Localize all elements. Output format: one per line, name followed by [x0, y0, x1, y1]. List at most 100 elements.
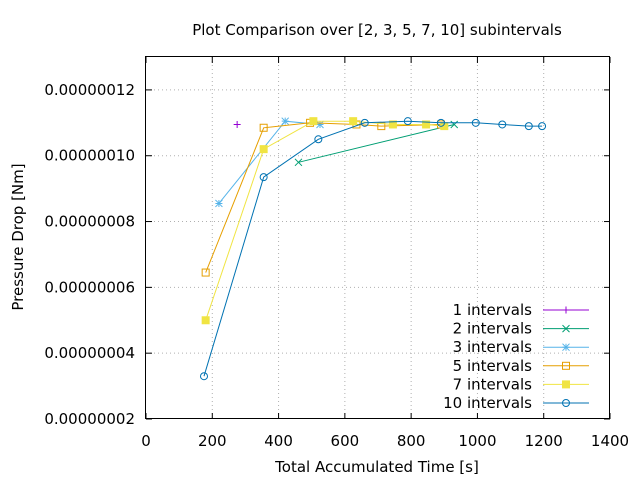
- legend-marker: [562, 324, 570, 333]
- data-point: [314, 135, 323, 144]
- marker-shape: [388, 120, 397, 129]
- y-tick-label: 0.00000010: [44, 147, 135, 165]
- data-point: [200, 372, 208, 381]
- x-tick-label: 400: [264, 432, 293, 450]
- data-point: [233, 120, 241, 128]
- series-line: [205, 120, 445, 321]
- marker-stroke: [562, 343, 570, 352]
- marker-shape: [200, 372, 208, 381]
- marker-stroke: [562, 324, 570, 333]
- marker-shape: [422, 120, 431, 129]
- x-tick-label: 1400: [591, 432, 629, 450]
- marker-shape: [259, 173, 268, 182]
- marker-stroke: [562, 306, 570, 314]
- data-point: [259, 173, 268, 182]
- series-3-intervals: [215, 117, 324, 208]
- data-point: [309, 117, 318, 126]
- y-tick-label: 0.00000002: [44, 410, 135, 428]
- series-1-intervals: [233, 120, 241, 128]
- marker-shape: [538, 122, 547, 131]
- y-tick-label: 0.00000006: [44, 278, 135, 296]
- data-point: [388, 120, 397, 129]
- y-axis-label: Pressure Drop [Nm]: [9, 163, 27, 310]
- marker-shape: [562, 399, 570, 407]
- data-point: [201, 316, 210, 325]
- marker-shape: [471, 118, 480, 127]
- chart-title: Plot Comparison over [2, 3, 5, 7, 10] su…: [192, 21, 562, 39]
- x-tick-label: 0: [141, 432, 151, 450]
- legend-label: 1 intervals: [453, 301, 532, 319]
- marker-shape: [201, 316, 210, 325]
- legend-entry: 5 intervals: [453, 357, 589, 375]
- marker-shape: [201, 268, 210, 277]
- data-point: [349, 117, 358, 126]
- y-tick-label: 0.00000004: [44, 344, 135, 362]
- data-point: [316, 120, 324, 129]
- legend-entry: 10 intervals: [443, 394, 589, 412]
- x-tick-label: 200: [198, 432, 227, 450]
- data-point: [524, 122, 533, 131]
- marker-shape: [524, 122, 533, 131]
- data-point: [450, 120, 459, 129]
- data-point: [422, 120, 431, 129]
- legend-label: 5 intervals: [453, 357, 532, 375]
- data-point: [259, 123, 268, 132]
- plot-frame: [145, 56, 610, 419]
- x-tick-label: 1200: [525, 432, 563, 450]
- series-2-intervals: [294, 120, 459, 167]
- series-line: [298, 124, 455, 163]
- marker-stroke: [316, 120, 324, 129]
- marker-stroke: [294, 158, 303, 167]
- marker-shape: [562, 361, 570, 370]
- legend-entry: 3 intervals: [453, 338, 589, 356]
- marker-shape: [349, 117, 358, 126]
- data-point: [498, 120, 507, 129]
- axis-ticks: 0 200 400 600 800 1000 1200 1400 0.00000002 0.000…: [44, 57, 629, 450]
- legend-marker: [562, 399, 570, 407]
- legend-marker: [562, 306, 570, 314]
- legend-entry: 1 intervals: [453, 301, 589, 319]
- marker-shape: [309, 117, 318, 126]
- data-point: [471, 118, 480, 127]
- marker-stroke: [233, 120, 241, 128]
- grid: [146, 57, 610, 419]
- data-point: [281, 117, 290, 126]
- legend-label: 7 intervals: [453, 375, 532, 393]
- marker-shape: [360, 118, 369, 127]
- marker-shape: [259, 145, 268, 154]
- marker-shape: [403, 117, 412, 126]
- x-tick-label: 800: [397, 432, 426, 450]
- data-point: [294, 158, 303, 167]
- data-point: [201, 268, 210, 277]
- series-line: [203, 120, 543, 377]
- series-10-intervals: [200, 117, 547, 381]
- series-layer: [200, 117, 547, 381]
- marker-shape: [314, 135, 323, 144]
- series-line: [205, 122, 442, 273]
- legend-marker: [562, 380, 570, 389]
- marker-shape: [436, 118, 445, 127]
- marker-stroke: [450, 120, 459, 129]
- data-point: [538, 122, 547, 131]
- data-point: [259, 145, 268, 154]
- series-line: [218, 120, 321, 204]
- marker-stroke: [215, 199, 223, 208]
- x-tick-label: 600: [331, 432, 360, 450]
- legend-marker: [562, 343, 570, 352]
- marker-stroke: [281, 117, 290, 126]
- series-5-intervals: [201, 118, 445, 277]
- legend-label: 3 intervals: [453, 338, 532, 356]
- series-7-intervals: [201, 117, 449, 325]
- legend-label: 2 intervals: [453, 320, 532, 338]
- data-point: [436, 118, 445, 127]
- data-point: [360, 118, 369, 127]
- marker-shape: [562, 380, 570, 389]
- legend-entry: 2 intervals: [453, 320, 589, 338]
- data-point: [215, 199, 223, 208]
- x-axis-label: Total Accumulated Time [s]: [274, 458, 479, 476]
- legend-entry: 7 intervals: [453, 375, 589, 393]
- marker-shape: [259, 123, 268, 132]
- y-tick-label: 0.00000012: [44, 81, 135, 99]
